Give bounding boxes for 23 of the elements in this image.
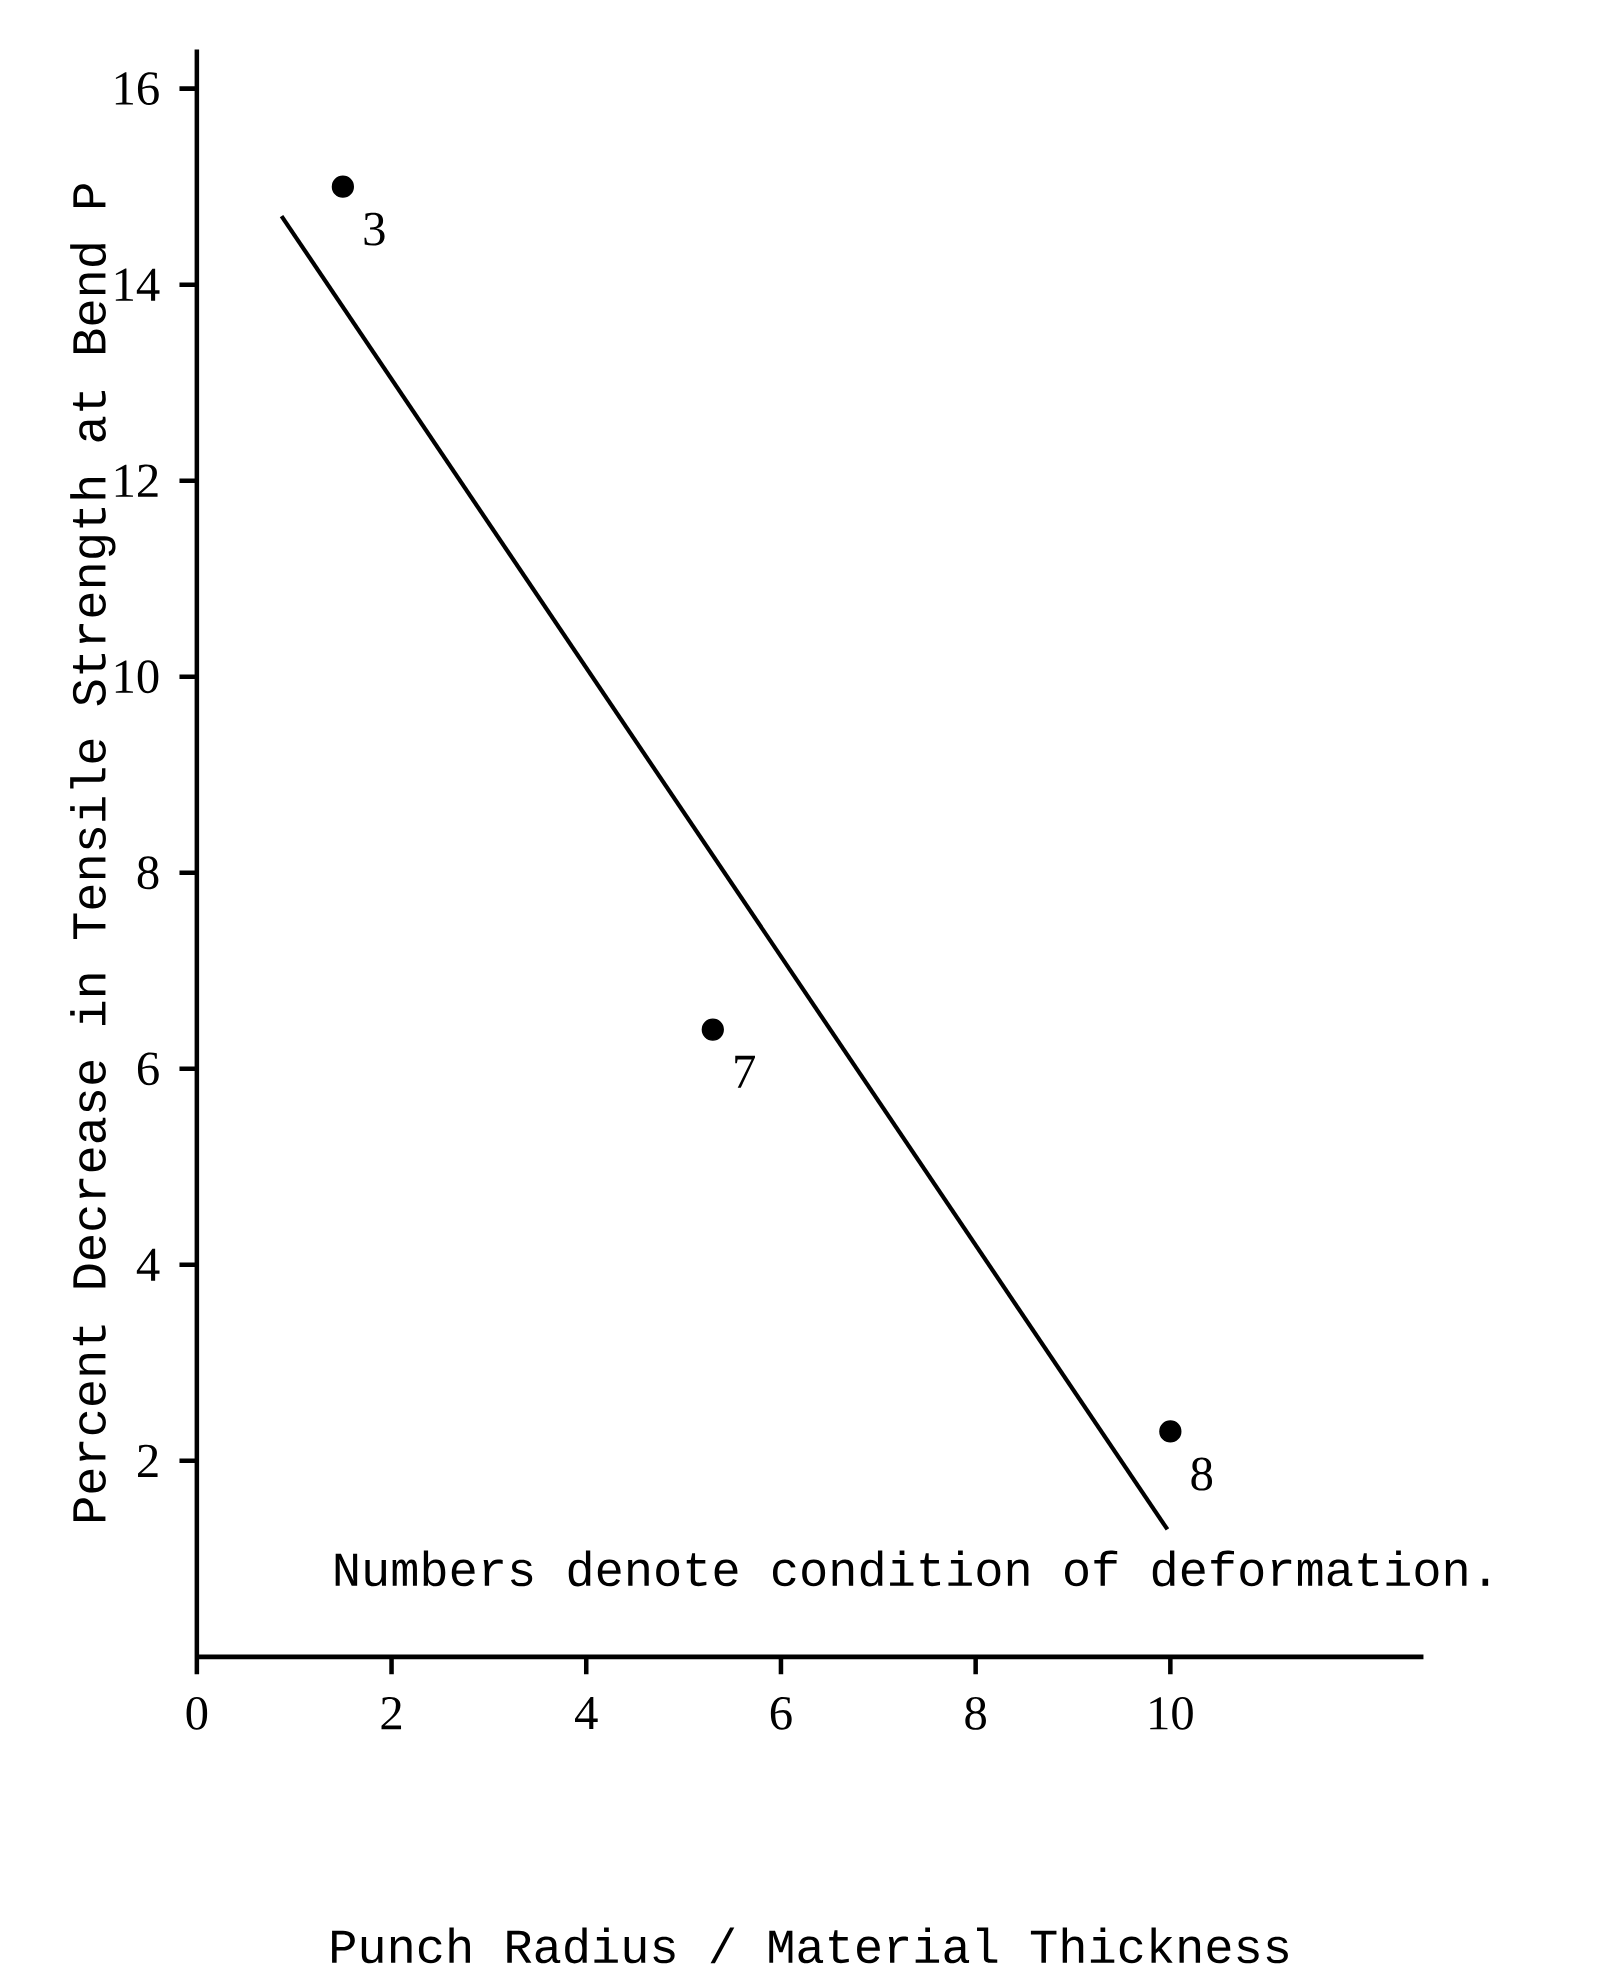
annotation: 3 bbox=[364, 212, 385, 246]
x-tick-label: 0 bbox=[186, 1696, 207, 1730]
point bbox=[1159, 1420, 1182, 1443]
annotation: 8 bbox=[1191, 1457, 1212, 1491]
y-axis-title: Percent Decrease in Tensile Strength at Bend P bbox=[69, 184, 116, 1522]
y-tick-label: 8 bbox=[137, 856, 159, 890]
annotation: 7 bbox=[735, 1055, 755, 1088]
y-tick-label: 10 bbox=[115, 660, 159, 694]
y-tick-label: 16 bbox=[115, 72, 159, 106]
point bbox=[701, 1018, 724, 1041]
x-tick-label: 6 bbox=[770, 1696, 792, 1730]
x-tick-label: 4 bbox=[574, 1696, 598, 1730]
y-tick-label: 4 bbox=[136, 1248, 160, 1281]
y-tick-label: 12 bbox=[115, 464, 158, 497]
y-tick-label: 14 bbox=[115, 268, 160, 301]
x-tick-label: 2 bbox=[381, 1696, 401, 1730]
point bbox=[331, 175, 354, 198]
x-axis-title: Punch Radius / Material Thickness bbox=[331, 1927, 1288, 1964]
annotation: Numbers denote condition of deformation. bbox=[335, 1550, 1488, 1587]
y-tick-label: 6 bbox=[137, 1052, 159, 1086]
x-tick-label: 8 bbox=[965, 1696, 986, 1730]
x-tick-label: 10 bbox=[1150, 1696, 1193, 1730]
y-tick-label: 2 bbox=[137, 1444, 158, 1477]
